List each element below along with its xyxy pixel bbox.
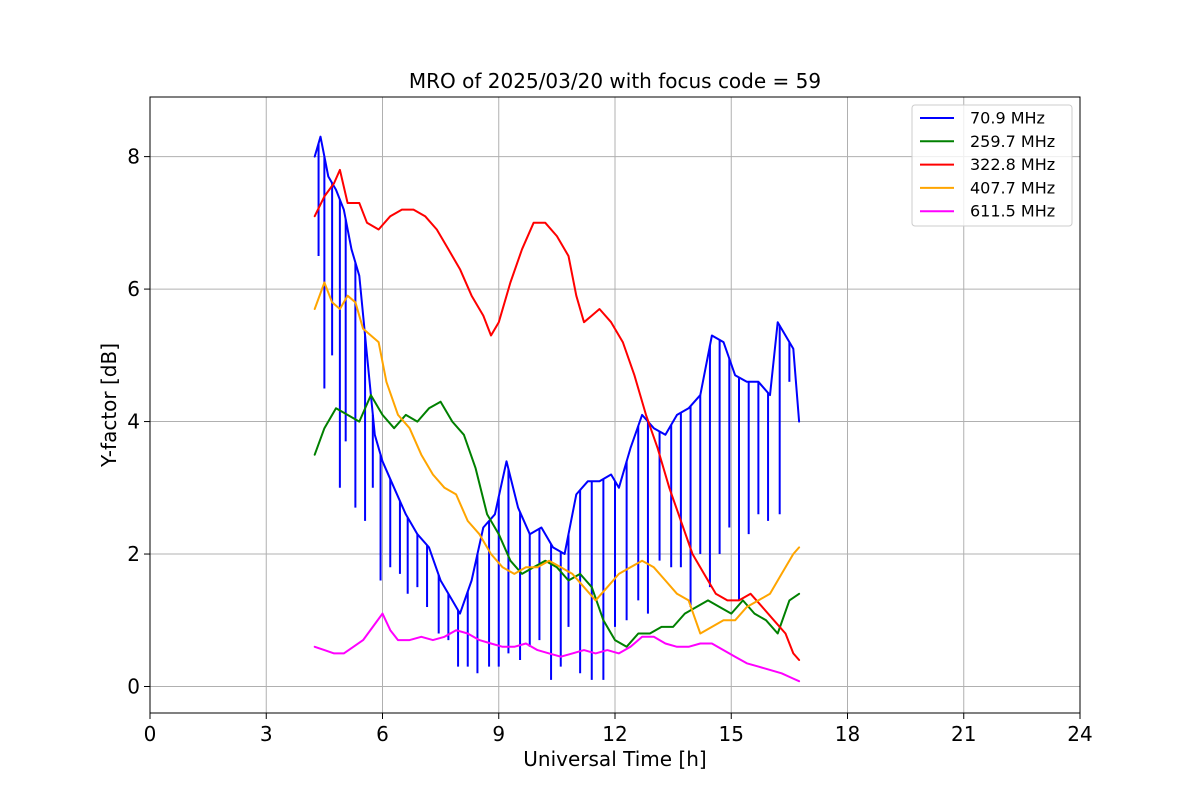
x-tick-label: 9 (492, 722, 505, 746)
legend: 70.9 MHz 259.7 MHz 322.8 MHz 407.7 MHz 611.5… (911, 104, 1073, 227)
series-1 (313, 394, 801, 648)
x-tick-label: 18 (835, 722, 860, 746)
series-line (313, 281, 801, 635)
series-group (313, 135, 801, 683)
y-tick-label: 8 (127, 145, 140, 169)
series-line (313, 612, 801, 683)
legend-entry: 407.7 MHz (970, 178, 1055, 197)
series-2 (313, 168, 801, 661)
series-4 (313, 612, 801, 683)
x-tick-label: 21 (951, 722, 976, 746)
y-tick-label: 0 (127, 675, 140, 699)
y-axis-label: Y-factor [dB] (97, 343, 121, 468)
x-tick-label: 24 (1067, 722, 1092, 746)
y-tick-label: 4 (127, 410, 140, 434)
x-tick-label: 12 (602, 722, 627, 746)
series-line (313, 394, 801, 648)
legend-entry: 611.5 MHz (970, 202, 1055, 221)
series-3 (313, 281, 801, 635)
legend-entry: 322.8 MHz (970, 155, 1055, 174)
x-tick-label: 0 (144, 722, 157, 746)
x-axis-label: Universal Time [h] (523, 747, 706, 771)
y-tick-label: 6 (127, 277, 140, 301)
chart-title: MRO of 2025/03/20 with focus code = 59 (409, 69, 821, 93)
y-tick-label: 2 (127, 542, 140, 566)
x-tick-label: 15 (719, 722, 744, 746)
x-tick-label: 3 (260, 722, 273, 746)
legend-entry: 259.7 MHz (970, 132, 1055, 151)
legend-entry: 70.9 MHz (970, 109, 1045, 128)
x-tick-label: 6 (376, 722, 389, 746)
legend-box (911, 104, 1073, 227)
series-line (313, 168, 801, 661)
